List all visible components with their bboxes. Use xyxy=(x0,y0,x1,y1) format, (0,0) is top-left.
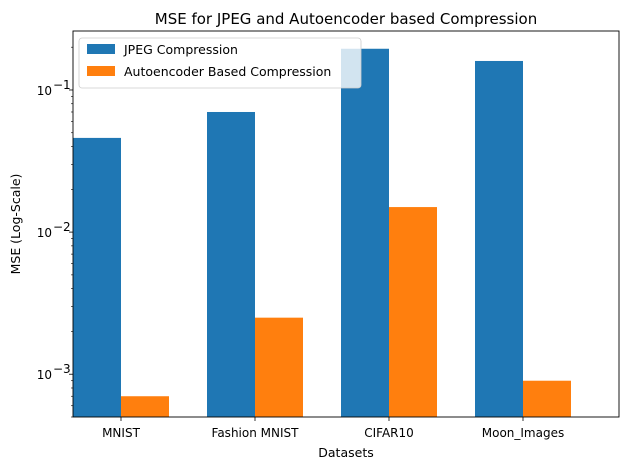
legend-label-0: JPEG Compression xyxy=(123,42,238,57)
y-tick-label: 10 xyxy=(37,226,52,240)
legend-swatch-1 xyxy=(87,66,115,76)
legend-swatch-0 xyxy=(87,44,115,54)
bar-jpeg-1 xyxy=(207,111,255,417)
bar-group xyxy=(73,48,571,417)
y-tick-exponent: −3 xyxy=(53,362,71,376)
bar-jpeg-2 xyxy=(341,48,389,417)
legend-label-1: Autoencoder Based Compression xyxy=(124,64,331,79)
y-tick-label: 10 xyxy=(37,368,52,382)
legend-box xyxy=(78,37,362,89)
plot-frame xyxy=(72,30,620,418)
bar-autoencoder-2 xyxy=(389,207,437,417)
chart-title: MSE for JPEG and Autoencoder based Compr… xyxy=(155,10,537,28)
bar-autoencoder-0 xyxy=(121,396,169,417)
y-tick-label: 10 xyxy=(37,84,52,98)
x-axis-label: Datasets xyxy=(318,445,373,460)
x-tick-label: MNIST xyxy=(102,426,140,440)
x-tick-label: Moon_Images xyxy=(482,426,564,440)
bar-autoencoder-1 xyxy=(255,317,303,417)
bar-jpeg-3 xyxy=(475,60,523,417)
y-tick-exponent: −1 xyxy=(53,78,71,92)
bar-autoencoder-3 xyxy=(523,380,571,417)
y-axis-label: MSE (Log-Scale) xyxy=(8,174,23,275)
x-tick-label: Fashion MNIST xyxy=(212,426,300,440)
bar-jpeg-0 xyxy=(73,137,121,417)
x-tick-label: CIFAR10 xyxy=(364,426,414,440)
legend: JPEG Compression Autoencoder Based Compre… xyxy=(78,37,362,89)
y-tick-exponent: −2 xyxy=(53,220,71,234)
